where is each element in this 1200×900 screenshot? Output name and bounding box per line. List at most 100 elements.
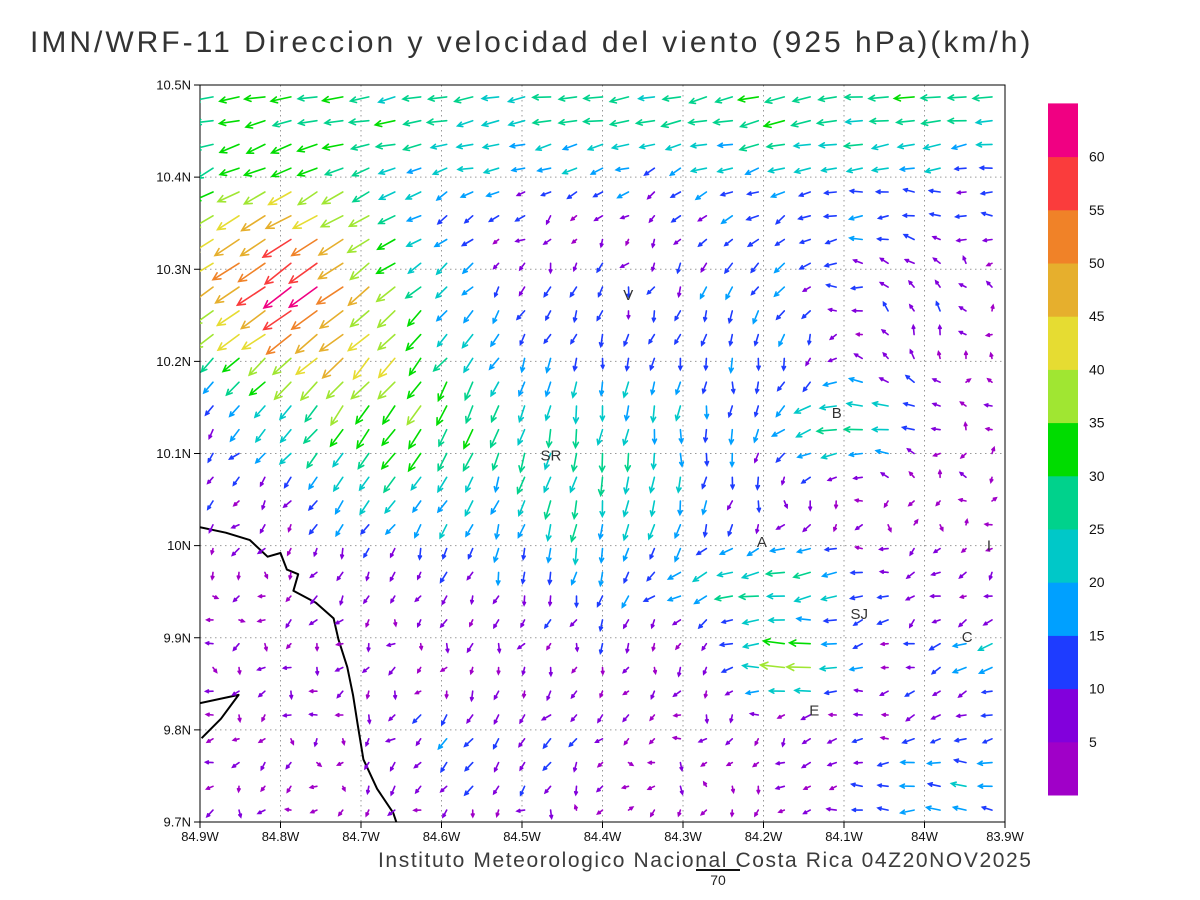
wind-arrow [661,95,682,102]
wind-arrow [675,381,682,396]
colorbar-label: 25 [1089,521,1105,537]
wind-arrow [962,254,967,265]
wind-arrow [827,357,837,363]
coastline [200,526,398,822]
wind-arrow [843,93,863,101]
wind-arrow [412,808,422,813]
wind-arrow [844,118,863,125]
wind-arrow [336,690,344,699]
wind-arrow [822,618,837,624]
wind-arrow [991,445,996,455]
wind-arrow [489,333,500,348]
wind-arrow [820,167,837,173]
wind-arrow [349,143,370,151]
lon-tick-label: 83.9W [986,829,1024,844]
wind-arrow [825,807,837,812]
wind-arrow [768,547,786,554]
wind-arrow [237,666,242,676]
wind-arrow [878,377,889,383]
wind-arrow [755,476,761,491]
wind-arrow [375,262,396,275]
wind-arrow [785,662,811,672]
wind-arrow [543,619,552,630]
wind-arrow [415,738,422,747]
wind-arrow [876,594,889,600]
wind-arrow [903,258,915,265]
wind-arrow [716,167,734,174]
wind-arrow [596,310,604,322]
wind-arrow [469,595,475,606]
wind-arrow [461,333,474,349]
wind-arrow [787,639,811,647]
wind-arrow [574,642,580,653]
wind-arrow [482,167,500,175]
wind-arrow [265,333,292,356]
wind-arrow [854,524,863,531]
wind-arrow [736,95,760,103]
wind-arrow [939,524,944,533]
colorbar-label: 5 [1089,734,1097,750]
wind-arrow [672,690,682,698]
wind-arrow [285,761,292,770]
wind-arrow [490,381,500,398]
wind-arrow [616,191,630,199]
wind-arrow [746,547,760,557]
wind-arrow [971,94,993,102]
wind-arrow [493,690,500,701]
wind-arrow [334,500,344,515]
wind-arrow [365,785,371,796]
wind-arrow [200,286,214,298]
wind-arrow [882,351,889,360]
wind-arrow [519,761,526,772]
wind-arrow [200,310,214,325]
wind-arrow [937,323,942,336]
wind-arrow [404,286,422,299]
wind-arrow [346,238,370,254]
wind-arrow [674,524,682,540]
lat-tick-label: 10N [167,538,191,553]
wind-arrow [463,428,474,450]
wind-arrow [599,405,606,423]
wind-arrow [469,690,474,703]
wind-arrow [879,690,889,697]
wind-arrow [299,381,318,402]
wind-arrow [781,738,786,748]
wind-arrow [619,262,630,269]
wind-arrow [216,333,240,352]
wind-arrow [464,381,474,402]
wind-arrow [571,666,578,674]
wind-arrow [934,279,941,288]
wind-arrow [463,310,474,324]
wind-arrow [674,310,682,322]
wind-arrow [853,498,863,503]
wind-arrow [487,215,500,223]
wind-arrow [508,143,526,149]
wind-arrow [976,760,993,767]
wind-arrow [231,737,240,742]
lon-tick-label: 84.6W [423,829,461,844]
wind-arrow [622,547,630,562]
wind-arrow [670,215,682,223]
wind-arrow [520,571,526,585]
wind-arrow [931,690,941,697]
wind-arrow [985,280,993,288]
wind-arrow [495,809,500,818]
wind-arrow [824,238,837,245]
wind-arrow [902,187,915,193]
wind-arrow [236,571,241,581]
wind-arrow [596,262,604,274]
wind-arrow [623,571,630,584]
wind-arrow [741,619,760,626]
wind-arrow [432,357,448,373]
wind-arrow [703,428,709,444]
wind-arrow [930,571,941,576]
wind-arrow [238,809,243,819]
wind-arrow [245,143,266,154]
wind-arrow [561,143,578,151]
wind-arrow [674,333,682,346]
wind-arrow [470,809,475,819]
wind-arrow [383,476,396,494]
wind-arrow [485,191,500,198]
wind-arrow [777,809,786,814]
wind-arrow [436,500,448,514]
